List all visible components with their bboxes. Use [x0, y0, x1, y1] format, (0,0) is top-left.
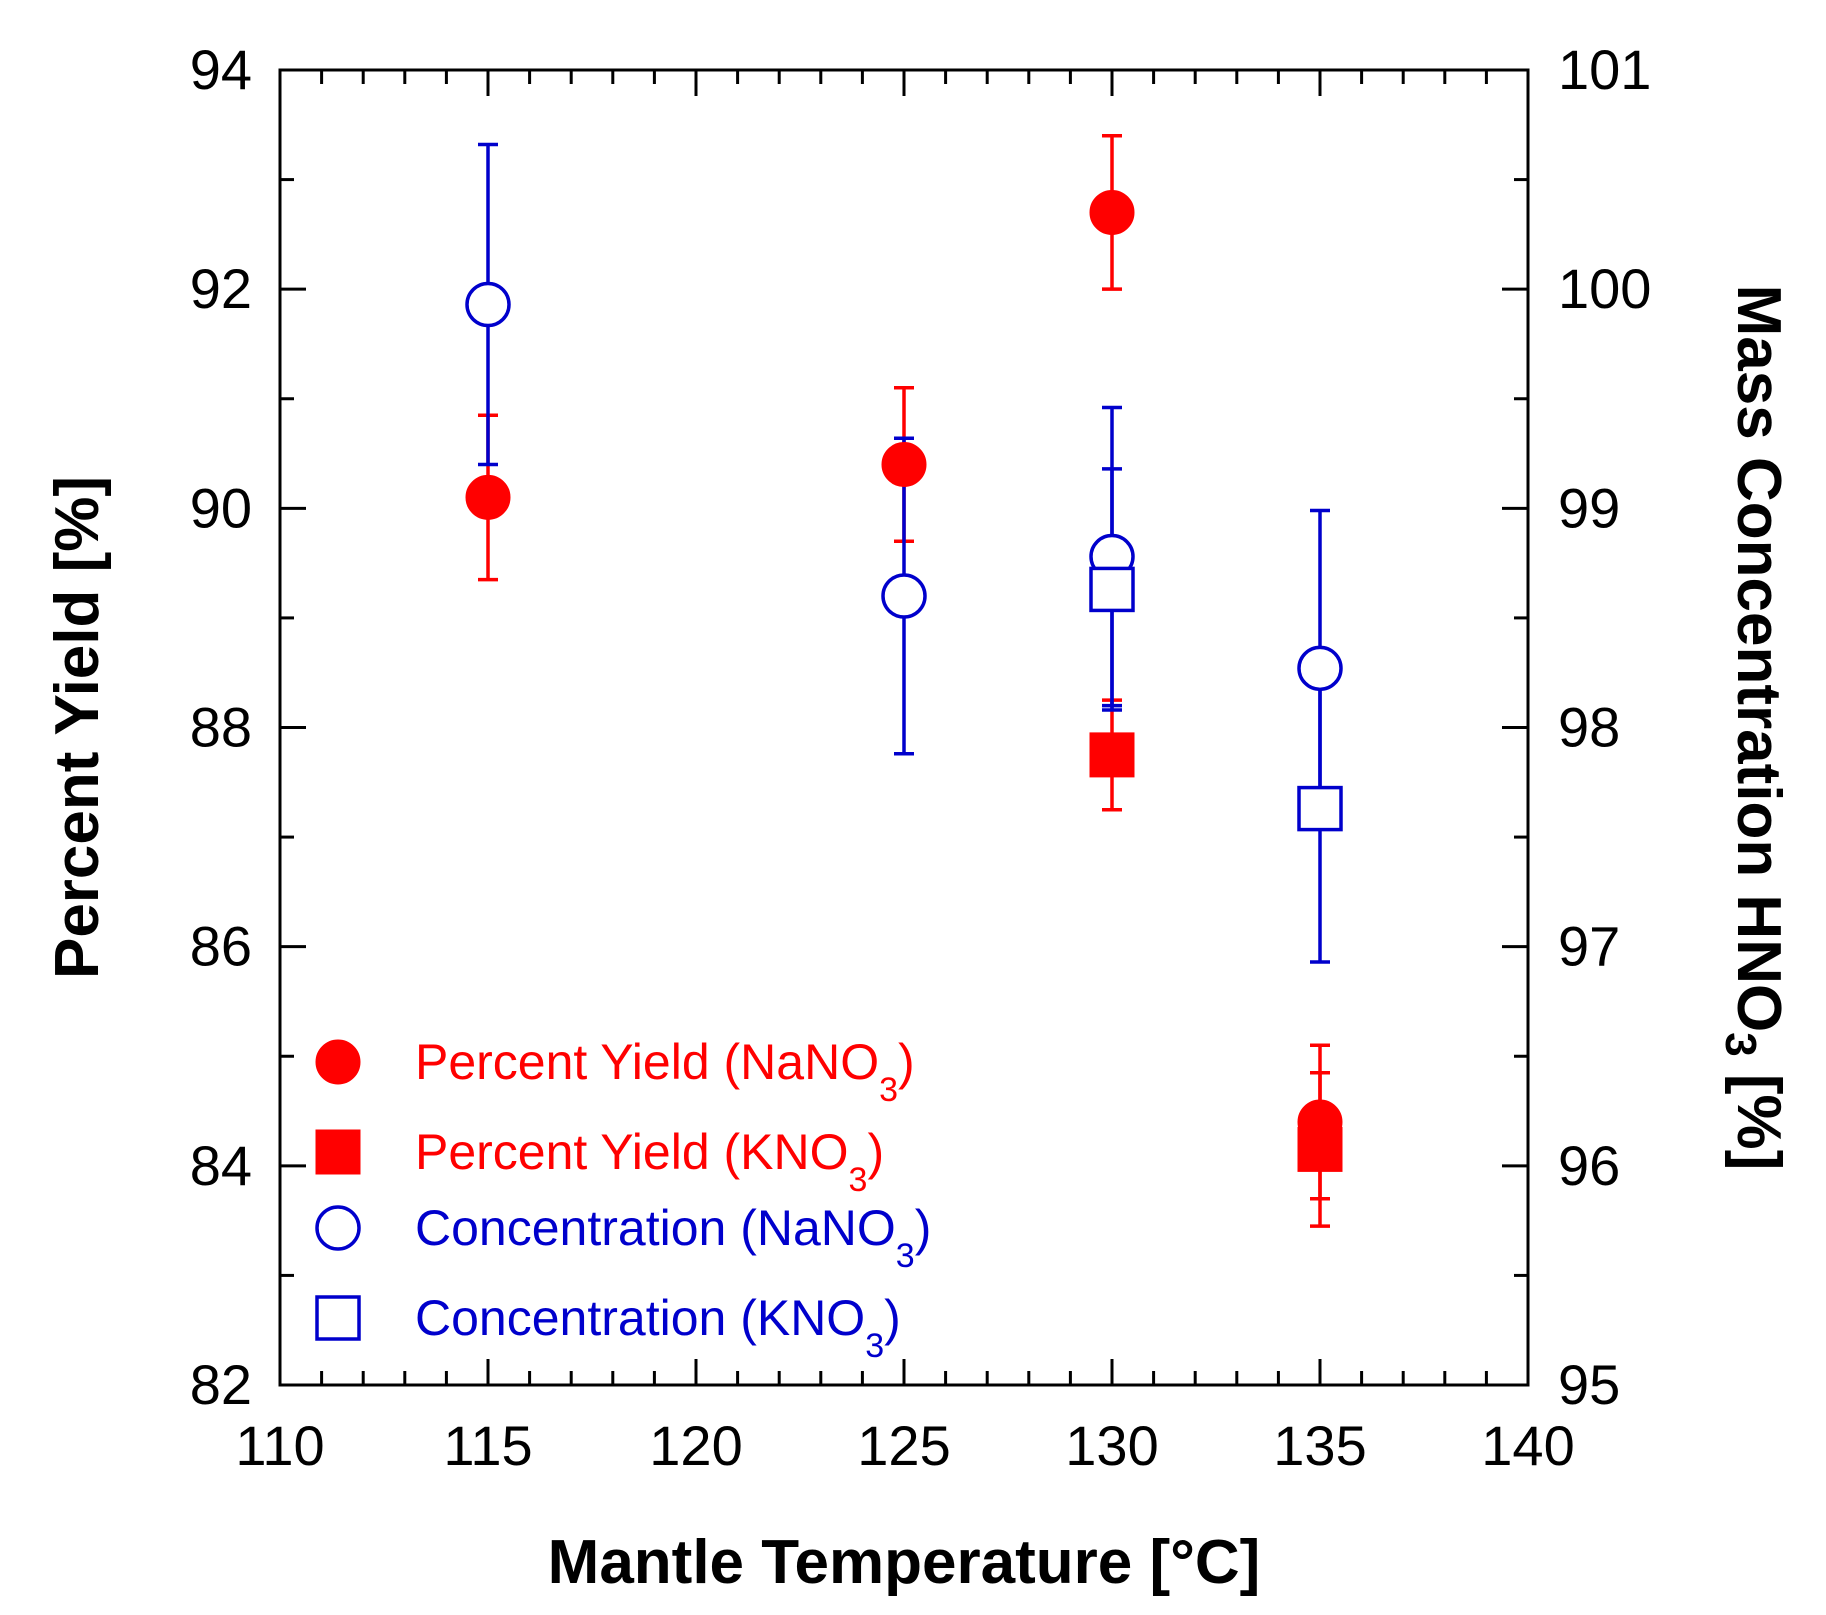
x-tick-label: 110 [235, 1414, 324, 1477]
legend-label-sub: 3 [849, 1161, 868, 1199]
data-point [1089, 566, 1135, 613]
legend-label-main: Concentration (KNO [415, 1290, 865, 1346]
x-tick-label: 130 [1065, 1414, 1158, 1477]
legend-label: Percent Yield (NaNO3) [415, 1034, 915, 1109]
legend-marker [315, 1039, 361, 1085]
y2-tick-label: 95 [1558, 1353, 1620, 1416]
y-tick-label: 84 [190, 1134, 252, 1197]
legend-label-main: Concentration (NaNO [415, 1200, 896, 1256]
x-axis-title: Mantle Temperature [°C] [548, 1528, 1261, 1597]
x-tick-label: 120 [649, 1414, 742, 1477]
legend-label-suffix: ) [867, 1124, 884, 1180]
legend-label-main: Percent Yield (NaNO [415, 1034, 879, 1090]
legend-marker [315, 1295, 361, 1341]
legend-label: Concentration (NaNO3) [415, 1200, 931, 1275]
y-axis-title: Percent Yield [%] [43, 476, 112, 979]
data-point [465, 281, 511, 328]
data-point [1297, 645, 1343, 692]
data-markers [465, 189, 1343, 1172]
data-point [881, 573, 927, 619]
legend-marker [315, 1205, 361, 1251]
plot-frame [278, 68, 1530, 1387]
y-tick-label: 90 [190, 476, 252, 539]
legend-label-suffix: ) [915, 1200, 932, 1256]
y-tick-label: 88 [190, 696, 252, 759]
legend-label-sub: 3 [865, 1327, 884, 1365]
legend-label: Concentration (KNO3) [415, 1290, 901, 1365]
y2-tick-label: 99 [1558, 476, 1620, 539]
y2-axis-title-sub: 3 [1716, 1032, 1765, 1056]
y-tick-label: 82 [190, 1353, 252, 1416]
x-tick-label: 115 [443, 1414, 532, 1477]
legend-label-suffix: ) [898, 1034, 915, 1090]
data-point [1297, 785, 1343, 832]
legend-label-suffix: ) [884, 1290, 901, 1346]
y2-tick-label: 98 [1558, 696, 1620, 759]
legend: Percent Yield (NaNO3)Percent Yield (KNO3… [315, 1034, 931, 1365]
data-point [465, 474, 511, 520]
y-tick-label: 92 [190, 257, 252, 320]
y2-tick-label: 101 [1558, 38, 1651, 101]
data-point [881, 442, 927, 487]
data-point [1089, 189, 1135, 235]
legend-label-sub: 3 [879, 1071, 898, 1109]
legend-label: Percent Yield (KNO3) [415, 1124, 884, 1199]
y2-tick-label: 100 [1558, 257, 1651, 320]
legend-marker [315, 1129, 361, 1175]
x-tick-label: 140 [1481, 1414, 1574, 1477]
legend-label-main: Percent Yield (KNO [415, 1124, 849, 1180]
y2-tick-label: 96 [1558, 1134, 1620, 1197]
legend-label-sub: 3 [896, 1237, 915, 1275]
y2-axis-title-suffix: [%] [1724, 1057, 1793, 1171]
y-tick-label: 86 [190, 915, 252, 978]
y2-axis-title-main: Mass Concentration HNO [1724, 285, 1793, 1033]
x-tick-label: 135 [1273, 1414, 1366, 1477]
y2-tick-label: 97 [1558, 915, 1620, 978]
data-point [1089, 732, 1135, 778]
y-tick-label: 94 [190, 38, 252, 101]
x-tick-label: 125 [857, 1414, 950, 1477]
y2-axis-title: Mass Concentration HNO3 [%] [1716, 285, 1793, 1171]
data-point [1297, 1126, 1343, 1172]
tick-labels: 110 115 120 125 130 135 140 82 84 86 88 90 92 94 95 96 9… [190, 38, 1652, 1477]
